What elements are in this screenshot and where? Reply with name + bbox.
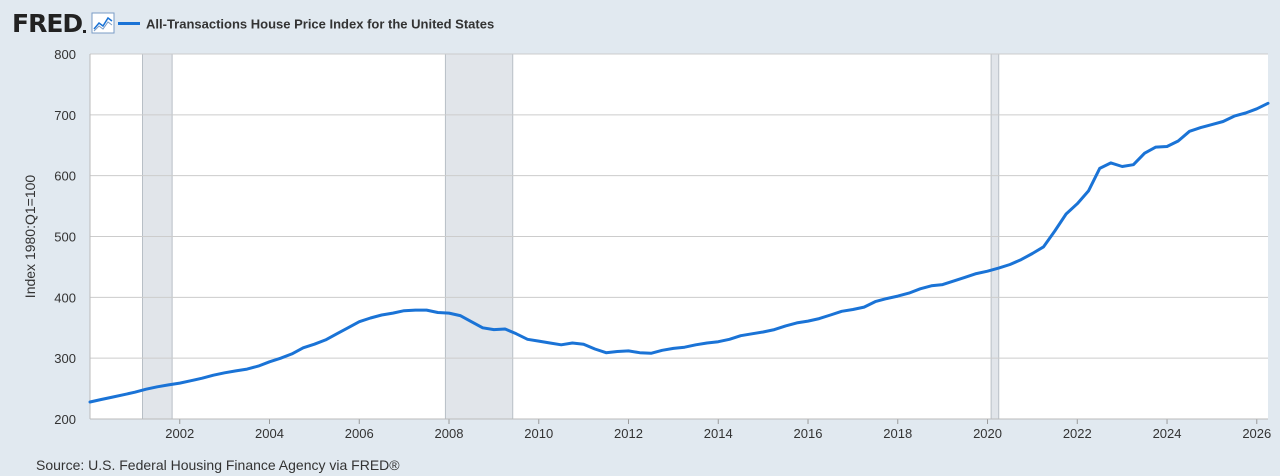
source-note: Source: U.S. Federal Housing Finance Age… <box>36 457 400 473</box>
fred-logo[interactable]: FRED <box>12 9 87 39</box>
y-tick-label: 300 <box>54 351 76 366</box>
y-tick-label: 600 <box>54 169 76 184</box>
x-tick-label: 2018 <box>883 426 912 441</box>
x-tick-label: 2020 <box>973 426 1002 441</box>
y-tick-label: 800 <box>54 47 76 62</box>
fred-logo-text: FRED <box>12 9 83 38</box>
y-tick-label: 200 <box>54 412 76 427</box>
legend-series-label: All-Transactions House Price Index for t… <box>146 16 495 32</box>
x-tick-label: 2016 <box>794 426 823 441</box>
y-tick-label: 400 <box>54 290 76 305</box>
x-tick-label: 2004 <box>255 426 284 441</box>
x-tick-label: 2002 <box>165 426 194 441</box>
x-tick-label: 2012 <box>614 426 643 441</box>
line-chart-icon[interactable] <box>91 12 115 34</box>
y-tick-label: 700 <box>54 108 76 123</box>
x-tick-label: 2008 <box>435 426 464 441</box>
x-tick-label: 2024 <box>1153 426 1182 441</box>
x-tick-label: 2026 <box>1242 426 1271 441</box>
x-tick-label: 2006 <box>345 426 374 441</box>
legend: All-Transactions House Price Index for t… <box>118 15 494 35</box>
x-tick-label: 2010 <box>524 426 553 441</box>
x-tick-label: 2014 <box>704 426 733 441</box>
x-tick-label: 2022 <box>1063 426 1092 441</box>
chart-header: FRED All-Transactions House Price Index … <box>0 0 1280 48</box>
series-line <box>88 101 1270 404</box>
fred-logo-dot <box>83 30 87 33</box>
legend-series-swatch <box>118 22 140 26</box>
y-tick-label: 500 <box>54 230 76 245</box>
y-axis-label: Index 1980:Q1=100 <box>22 175 38 299</box>
